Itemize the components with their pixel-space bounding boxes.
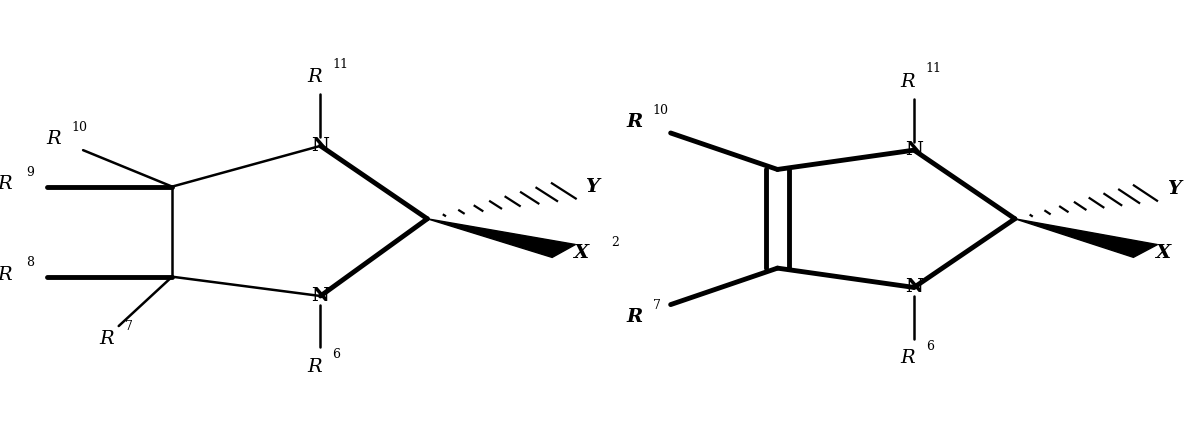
- Text: 7: 7: [653, 299, 661, 312]
- Polygon shape: [427, 219, 576, 257]
- Polygon shape: [1015, 219, 1157, 257]
- Text: 2: 2: [611, 236, 620, 249]
- Text: N: N: [904, 278, 923, 296]
- Text: 10: 10: [653, 104, 668, 117]
- Text: Y: Y: [585, 178, 599, 196]
- Text: 9: 9: [26, 166, 34, 179]
- Text: R: R: [627, 308, 643, 326]
- Text: 6: 6: [926, 340, 934, 353]
- Text: R: R: [307, 358, 322, 376]
- Text: N: N: [311, 287, 330, 305]
- Text: 7: 7: [125, 320, 133, 333]
- Text: R: R: [0, 175, 12, 193]
- Text: R: R: [901, 73, 915, 91]
- Text: 6: 6: [332, 348, 341, 361]
- Text: 11: 11: [332, 58, 348, 71]
- Text: R: R: [0, 266, 12, 284]
- Text: N: N: [904, 141, 923, 159]
- Text: Y: Y: [1167, 180, 1181, 198]
- Text: R: R: [627, 113, 643, 131]
- Text: N: N: [311, 137, 330, 155]
- Text: 11: 11: [926, 62, 941, 75]
- Text: R: R: [901, 349, 915, 367]
- Text: 8: 8: [26, 256, 34, 269]
- Text: 10: 10: [71, 121, 87, 134]
- Text: R: R: [46, 130, 61, 148]
- Text: R: R: [100, 330, 114, 348]
- Text: X: X: [1155, 244, 1170, 262]
- Text: R: R: [307, 68, 322, 86]
- Text: X: X: [573, 244, 589, 262]
